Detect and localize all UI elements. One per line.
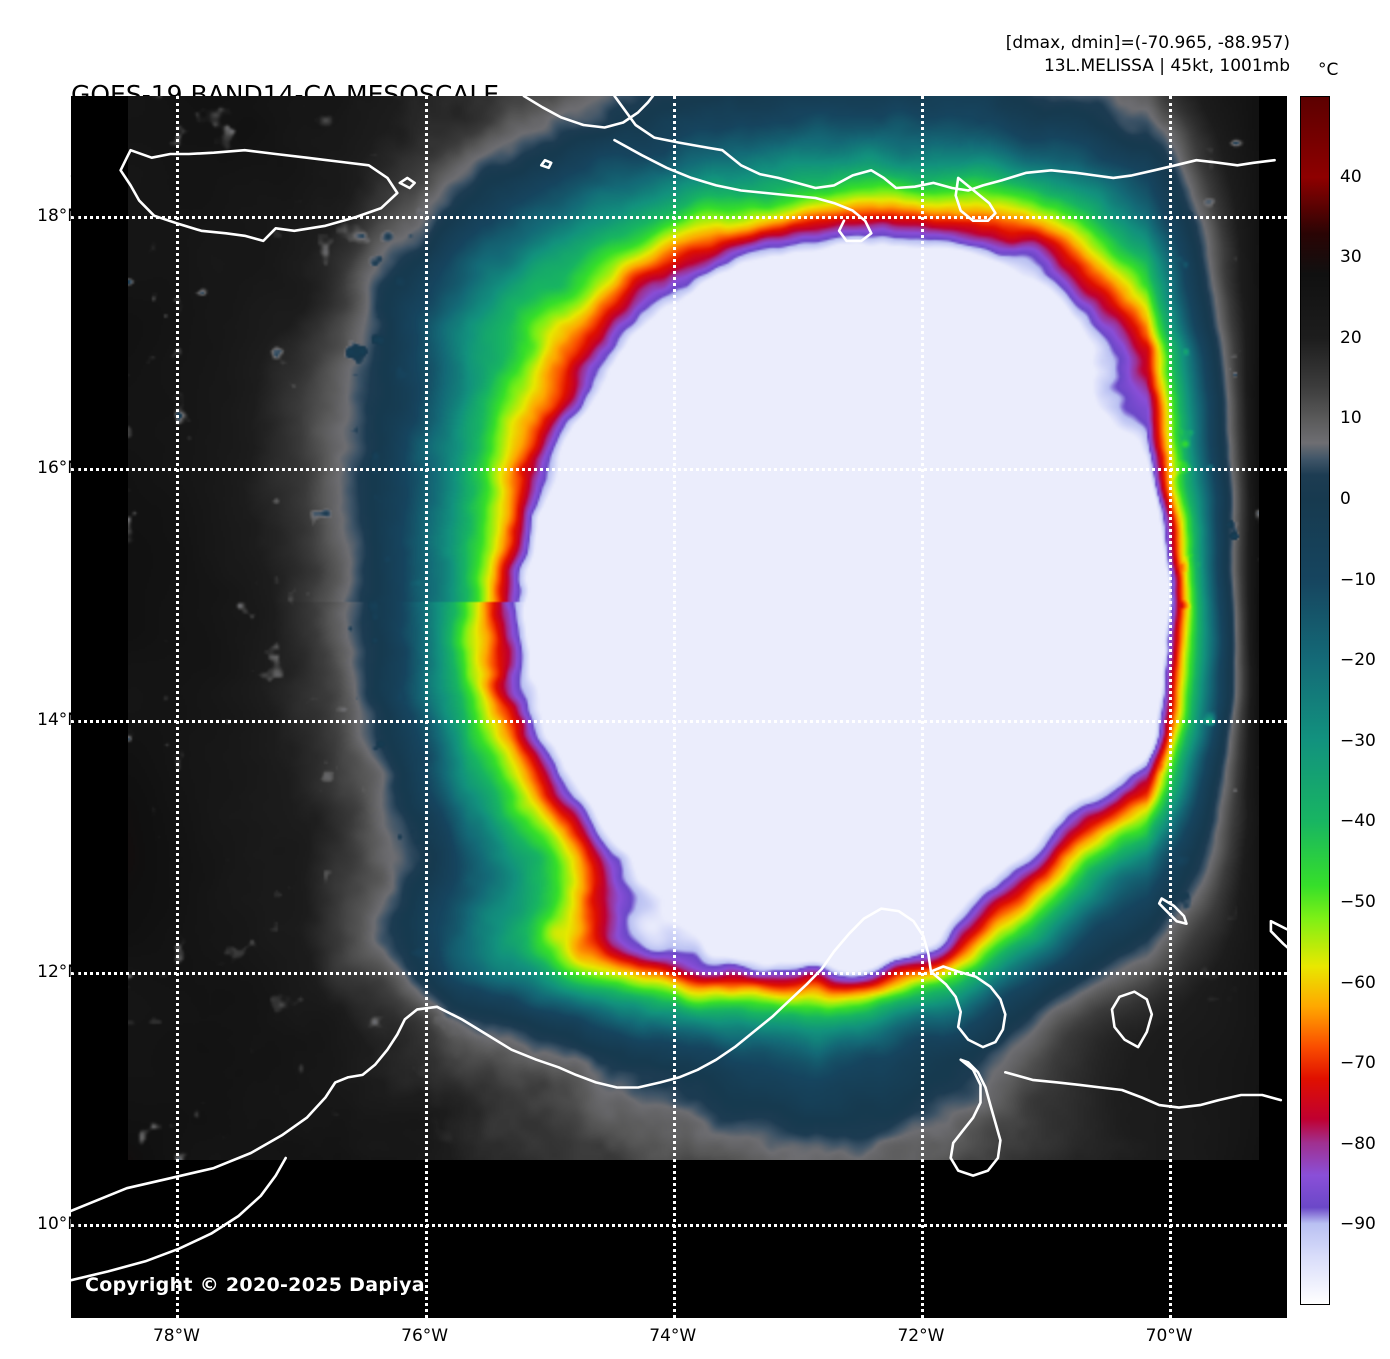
copyright-label: Copyright © 2020-2025 Dapiya bbox=[85, 1274, 425, 1296]
dmax-dmin-label: [dmax, dmin]=(-70.965, -88.957) bbox=[1005, 33, 1290, 53]
colorbar-tick--80: −80 bbox=[1340, 1133, 1376, 1154]
colorbar-tick--30: −30 bbox=[1340, 730, 1376, 751]
y-tick-18: 18°N bbox=[37, 205, 80, 226]
coastline-small-cay-west bbox=[398, 176, 416, 190]
coastline-lake-maracaibo bbox=[949, 1058, 1002, 1177]
colorbar-tick-30: 30 bbox=[1340, 247, 1362, 268]
coastline-paraguana bbox=[1110, 990, 1154, 1049]
colorbar-tick-20: 20 bbox=[1340, 327, 1362, 348]
y-tick-14: 14°N bbox=[37, 709, 80, 730]
coastline-jamaica bbox=[119, 148, 399, 243]
x-tick-70: 70°W bbox=[1145, 1326, 1193, 1346]
gridline-lat-10 bbox=[71, 1223, 1287, 1227]
colorbar-tick--10: −10 bbox=[1340, 569, 1376, 590]
satellite-plot: Copyright © 2020-2025 Dapiya bbox=[71, 96, 1287, 1318]
colorbar-tick-40: 40 bbox=[1340, 166, 1362, 187]
coastline-cuba-southeast bbox=[522, 96, 655, 129]
colorbar-gradient bbox=[1301, 97, 1329, 1304]
y-tick-10: 10°N bbox=[37, 1213, 80, 1234]
coastline-venezuela-north-coast bbox=[1004, 1071, 1283, 1109]
gridline-lon-76 bbox=[424, 96, 428, 1318]
gridline-lat-18 bbox=[71, 215, 1287, 219]
coastline-overlay bbox=[71, 96, 1287, 1282]
colorbar bbox=[1300, 96, 1330, 1305]
gridline-lat-16 bbox=[71, 467, 1287, 471]
gridline-lat-14 bbox=[71, 719, 1287, 723]
storm-info-label: 13L.MELISSA | 45kt, 1001mb bbox=[1043, 56, 1290, 76]
coastline-navassa bbox=[540, 158, 553, 170]
coastline-aruba bbox=[1157, 897, 1188, 925]
colorbar-tick--20: −20 bbox=[1340, 650, 1376, 671]
colorbar-unit-label: °C bbox=[1318, 60, 1339, 80]
colorbar-tick-0: 0 bbox=[1340, 489, 1351, 509]
coastline-hispaniola bbox=[613, 96, 1276, 192]
colorbar-tick-10: 10 bbox=[1340, 408, 1362, 429]
gridline-lon-74 bbox=[672, 96, 676, 1318]
colorbar-tick--90: −90 bbox=[1340, 1214, 1376, 1235]
coastline-guajira-tip bbox=[929, 965, 1007, 1049]
gridline-lon-70 bbox=[1169, 96, 1173, 1318]
x-tick-78: 78°W bbox=[152, 1326, 200, 1346]
colorbar-tick--70: −70 bbox=[1340, 1053, 1376, 1074]
y-tick-12: 12°N bbox=[37, 961, 80, 982]
coastline-guajira-peninsula bbox=[71, 907, 933, 1213]
colorbar-tick--60: −60 bbox=[1340, 972, 1376, 993]
x-tick-72: 72°W bbox=[897, 1326, 945, 1346]
coastline-curacao bbox=[1269, 919, 1287, 949]
coastline-haiti-tiburon bbox=[613, 138, 873, 243]
metadata-block: [dmax, dmin]=(-70.965, -88.957) 13L.MELI… bbox=[1006, 32, 1290, 78]
gridline-lat-12 bbox=[71, 971, 1287, 975]
coastline-colombia-coast-west bbox=[71, 1156, 287, 1282]
y-tick-16: 16°N bbox=[37, 457, 80, 478]
gridline-lon-78 bbox=[176, 96, 180, 1318]
colorbar-tick--40: −40 bbox=[1340, 811, 1376, 832]
satellite-imagery-raster bbox=[128, 96, 1259, 1160]
gridline-lon-72 bbox=[920, 96, 924, 1318]
x-tick-74: 74°W bbox=[649, 1326, 697, 1346]
coastline-hispaniola-south-bay bbox=[954, 176, 997, 222]
ir-brightness-temperature-canvas bbox=[128, 96, 1259, 1160]
x-tick-76: 76°W bbox=[401, 1326, 449, 1346]
colorbar-tick--50: −50 bbox=[1340, 892, 1376, 912]
